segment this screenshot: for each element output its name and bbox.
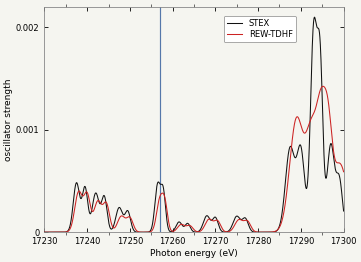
Legend: STEX, REW-TDHF: STEX, REW-TDHF <box>224 16 296 42</box>
STEX <box>325 174 329 177</box>
REW-TDHF <box>350 220 354 223</box>
Y-axis label: oscillator strength: oscillator strength <box>4 78 13 161</box>
STEX <box>340 199 345 202</box>
STEX <box>350 231 354 234</box>
STEX <box>169 230 173 233</box>
STEX <box>264 231 268 234</box>
X-axis label: Photon energy (eV): Photon energy (eV) <box>150 249 238 258</box>
STEX <box>312 16 317 19</box>
REW-TDHF <box>321 85 325 88</box>
STEX <box>166 228 171 231</box>
REW-TDHF <box>184 224 188 227</box>
REW-TDHF <box>340 166 345 170</box>
REW-TDHF <box>34 231 38 234</box>
REW-TDHF <box>264 231 268 234</box>
STEX <box>184 223 188 226</box>
Line: STEX: STEX <box>36 17 352 232</box>
STEX <box>34 231 38 234</box>
REW-TDHF <box>169 229 173 232</box>
Line: REW-TDHF: REW-TDHF <box>36 86 352 232</box>
REW-TDHF <box>325 91 329 94</box>
REW-TDHF <box>166 221 171 224</box>
